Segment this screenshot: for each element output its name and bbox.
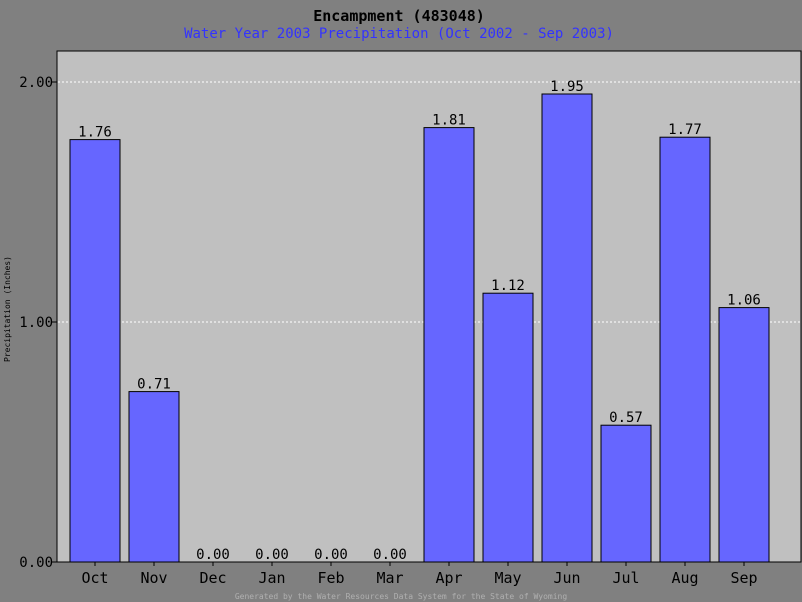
bar-nov	[128, 391, 180, 563]
x-tick-label-aug: Aug	[671, 569, 698, 587]
bar-jul	[600, 424, 652, 563]
x-tick-label-sep: Sep	[730, 569, 757, 587]
bars: 1.76 0.71 0.00 0.00 0.00 0.00 1.81 1.12 1.95 0.57…	[69, 79, 770, 563]
value-label-aug: 1.77	[668, 122, 702, 138]
y-axis: 0.00 1.00 2.00	[19, 75, 57, 571]
x-tick-label-dec: Dec	[199, 569, 226, 587]
chart-subtitle: Water Year 2003 Precipitation (Oct 2002 …	[184, 26, 614, 42]
value-label-jan: 0.00	[255, 547, 289, 563]
value-label-mar: 0.00	[373, 547, 407, 563]
x-tick-label-jan: Jan	[258, 569, 285, 587]
x-tick-label-apr: Apr	[435, 569, 462, 587]
chart-title: Encampment (483048)	[313, 7, 485, 25]
y-tick-label: 1.00	[19, 315, 53, 331]
bar-jun	[541, 93, 593, 563]
y-tick-label: 0.00	[19, 555, 53, 571]
y-axis-label: Precipitation (Inches)	[3, 256, 12, 362]
x-tick-label-mar: Mar	[376, 569, 403, 587]
x-tick-label-jul: Jul	[612, 569, 639, 587]
value-label-sep: 1.06	[727, 293, 761, 309]
bar-apr	[423, 127, 475, 563]
value-label-feb: 0.00	[314, 547, 348, 563]
value-label-nov: 0.71	[137, 377, 171, 393]
x-tick-label-jun: Jun	[553, 569, 580, 587]
value-label-may: 1.12	[491, 278, 525, 294]
value-label-dec: 0.00	[196, 547, 230, 563]
x-tick-label-may: May	[494, 569, 521, 587]
bar-may	[482, 292, 534, 563]
footer-text: Generated by the Water Resources Data Sy…	[235, 592, 568, 601]
y-tick-label: 2.00	[19, 75, 53, 91]
x-axis: Oct Nov Dec Jan Feb Mar Apr May Jun Jul Aug Sep	[81, 562, 758, 587]
bar-aug	[659, 136, 711, 563]
bar-oct	[69, 139, 121, 563]
x-tick-label-oct: Oct	[81, 569, 108, 587]
value-label-oct: 1.76	[78, 125, 112, 141]
value-label-jun: 1.95	[550, 79, 584, 95]
bar-sep	[718, 307, 770, 563]
value-label-apr: 1.81	[432, 113, 466, 129]
value-label-jul: 0.57	[609, 410, 643, 426]
x-tick-label-feb: Feb	[317, 569, 344, 587]
x-tick-label-nov: Nov	[140, 569, 167, 587]
